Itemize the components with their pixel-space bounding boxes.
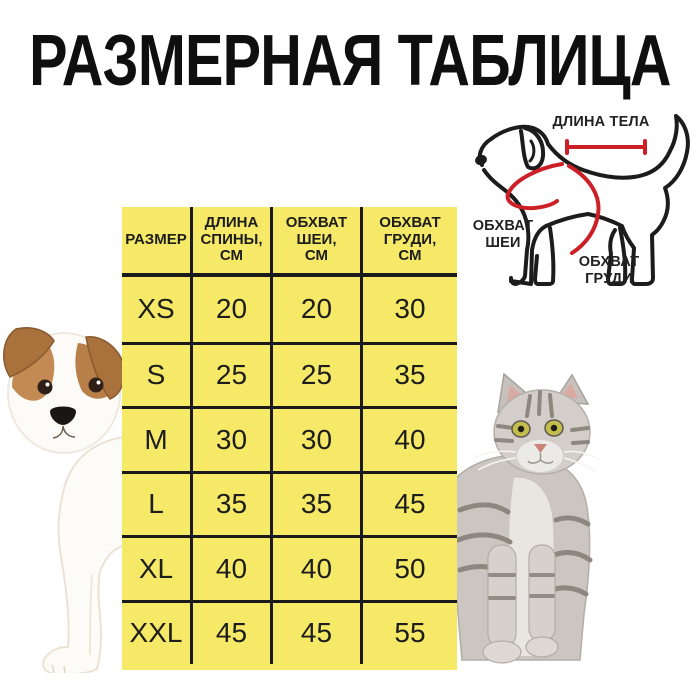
neck-girth-label: ОБХВАТ ШЕИ (472, 218, 534, 251)
measurement-marks (505, 139, 647, 255)
col-header-back: ДЛИНА СПИНЫ, СМ (190, 207, 270, 277)
page-title: РАЗМЕРНАЯ ТАБЛИЦА (0, 21, 700, 101)
table-cell: 40 (190, 535, 270, 600)
col-header-size: РАЗМЕР (122, 207, 190, 277)
body-length-line (565, 139, 647, 155)
body-length-label: ДЛИНА ТЕЛА (552, 114, 650, 130)
table-cell: 45 (360, 470, 457, 535)
table-cell: 35 (360, 341, 457, 406)
table-cell: 20 (270, 277, 360, 342)
table-cell: 40 (270, 535, 360, 600)
page-title-text: РАЗМЕРНАЯ ТАБЛИЦА (29, 21, 671, 101)
cat-body (452, 454, 593, 664)
dog-photo (3, 327, 125, 673)
cat-head (473, 372, 601, 475)
size-label: M (122, 406, 190, 471)
measurement-diagram: ДЛИНА ТЕЛА ОБХВАТ ШЕИ ОБХВАТ ГРУДИ (468, 108, 700, 308)
cat-photo (452, 372, 601, 664)
cat-nose (534, 444, 547, 453)
table-cell: 55 (360, 599, 457, 664)
dog-body (41, 435, 125, 673)
size-table: РАЗМЕР ДЛИНА СПИНЫ, СМ ОБХВАТ ШЕИ, СМ ОБ… (122, 207, 457, 670)
table-cell: 45 (270, 599, 360, 664)
size-label: S (122, 341, 190, 407)
table-cell: 30 (360, 277, 457, 342)
neck-girth-arc (505, 162, 564, 211)
dog-head (3, 327, 125, 454)
col-header-chest: ОБХВАТ ГРУДИ, СМ (360, 207, 457, 277)
table-cell: 25 (190, 341, 270, 406)
table-cell: 50 (360, 535, 457, 600)
dog-eye (88, 377, 104, 393)
dog-eye (37, 379, 53, 395)
col-header-neck: ОБХВАТ ШЕИ, СМ (270, 207, 360, 277)
chest-girth-label: ОБХВАТ ГРУДИ (578, 254, 640, 287)
table-cell: 35 (270, 470, 360, 535)
table-cell: 25 (270, 341, 360, 406)
table-cell: 45 (190, 599, 270, 664)
dog-nose (50, 406, 76, 425)
chest-girth-arc (567, 164, 601, 255)
table-cell: 30 (190, 406, 270, 471)
table-cell: 35 (190, 470, 270, 535)
dog-line-art (475, 114, 690, 286)
dog-outline (477, 114, 690, 286)
dog-nose-mark (475, 154, 487, 166)
size-label: L (122, 470, 190, 536)
size-label: XXL (122, 599, 190, 665)
size-label: XL (122, 535, 190, 600)
table-cell: 20 (190, 277, 270, 342)
size-label: XS (137, 293, 175, 325)
table-cell: 40 (360, 406, 457, 471)
table-cell: 30 (270, 406, 360, 471)
